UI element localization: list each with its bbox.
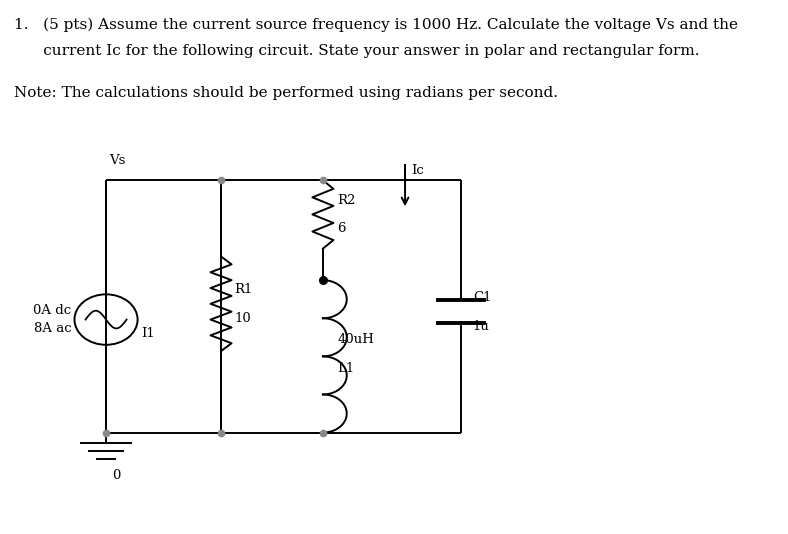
Text: 0A dc: 0A dc <box>33 304 71 317</box>
Text: R1: R1 <box>234 283 253 296</box>
Text: 1u: 1u <box>473 319 489 333</box>
Text: Ic: Ic <box>411 164 425 177</box>
Text: I1: I1 <box>141 327 154 340</box>
Text: 40uH: 40uH <box>337 333 374 346</box>
Text: 10: 10 <box>234 312 251 325</box>
Text: Vs: Vs <box>110 154 126 167</box>
Text: R2: R2 <box>337 193 355 207</box>
Text: 6: 6 <box>337 222 346 235</box>
Text: 1.   (5 pts) Assume the current source frequency is 1000 Hz. Calculate the volta: 1. (5 pts) Assume the current source fre… <box>14 17 738 32</box>
Text: Note: The calculations should be performed using radians per second.: Note: The calculations should be perform… <box>14 85 558 100</box>
Text: L1: L1 <box>337 362 355 375</box>
Text: current Ic for the following circuit. State your answer in polar and rectangular: current Ic for the following circuit. St… <box>14 44 700 58</box>
Text: C1: C1 <box>473 291 491 304</box>
Text: 0: 0 <box>113 469 121 482</box>
Text: 8A ac: 8A ac <box>34 322 71 335</box>
